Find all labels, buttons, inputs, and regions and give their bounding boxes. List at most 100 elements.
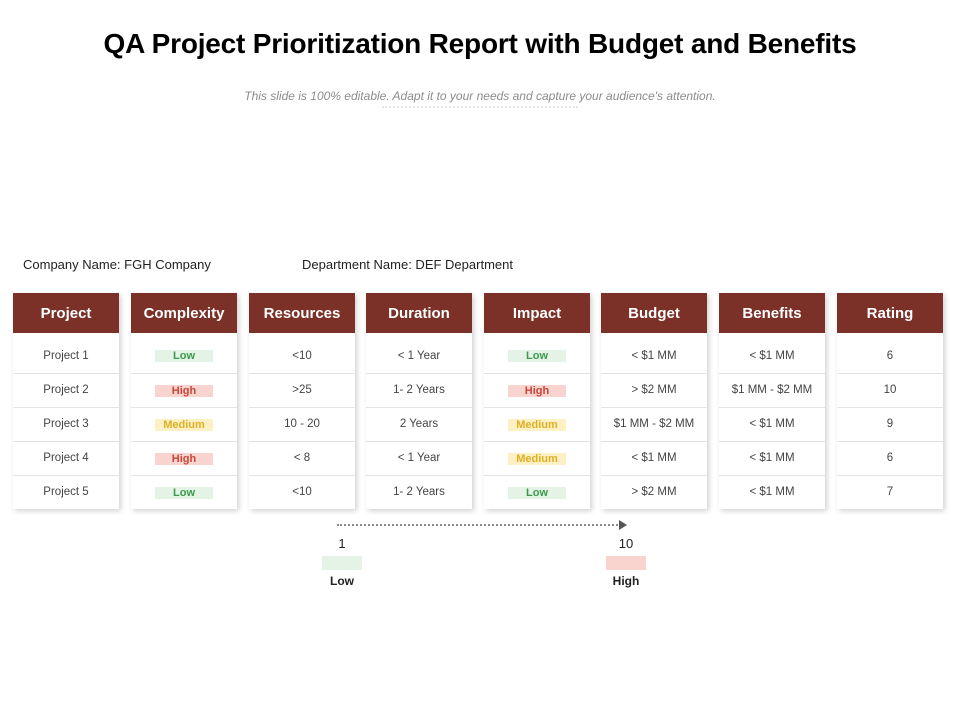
table-cell: Medium	[131, 407, 237, 441]
table-cell: < $1 MM	[719, 407, 825, 441]
level-badge: High	[155, 452, 213, 465]
column-complexity: Complexity Low High Medium High Low	[131, 293, 237, 509]
level-badge: Medium	[508, 452, 566, 465]
cell-text: 10	[883, 384, 897, 396]
column-project: Project Project 1 Project 2 Project 3 Projec…	[13, 293, 119, 509]
table-cell: Project 5	[13, 475, 119, 509]
cell-text: 2 Years	[399, 418, 439, 430]
cell-text: >25	[292, 384, 312, 396]
scale-min-label: Low	[330, 574, 354, 588]
column-resources: Resources <10 >25 10 - 20 < 8 <10	[249, 293, 355, 509]
column-duration: Duration < 1 Year 1- 2 Years 2 Years < 1 Yea…	[366, 293, 472, 509]
level-badge: Medium	[508, 418, 566, 431]
cell-text: Project 4	[43, 452, 89, 464]
scale-line	[337, 524, 621, 526]
level-badge: Medium	[155, 418, 213, 431]
level-badge: Low	[155, 350, 213, 362]
table-cell: Low	[131, 339, 237, 373]
table-cell: Low	[131, 475, 237, 509]
column-header: Benefits	[719, 293, 825, 333]
table-cell: Medium	[484, 441, 590, 475]
cell-text: > $2 MM	[631, 486, 677, 498]
table-cell: $1 MM - $2 MM	[601, 407, 707, 441]
cell-text: 7	[886, 486, 894, 498]
cell-text: Project 1	[43, 349, 89, 362]
table-cell: >25	[249, 373, 355, 407]
page-title: QA Project Prioritization Report with Bu…	[103, 28, 857, 59]
scale-max-value: 10	[618, 536, 634, 551]
table-cell: 9	[837, 407, 943, 441]
scale-arrow-icon	[619, 520, 627, 530]
cell-text: < $1 MM	[749, 452, 795, 464]
cell-text: < $1 MM	[749, 418, 795, 430]
column-budget: Budget < $1 MM > $2 MM $1 MM - $2 MM < $1 MM…	[601, 293, 707, 509]
column-header: Impact	[484, 293, 590, 333]
table-cell: 10	[837, 373, 943, 407]
cell-text: > $2 MM	[631, 384, 677, 396]
cell-text: < $1 MM	[631, 349, 677, 362]
table-cell: 10 - 20	[249, 407, 355, 441]
cell-text: Project 2	[43, 384, 89, 396]
subtitle-divider	[382, 106, 578, 108]
cell-text: 6	[886, 452, 894, 464]
table-cell: High	[131, 373, 237, 407]
cell-text: < 1 Year	[397, 349, 441, 362]
level-badge: Low	[508, 350, 566, 362]
scale-low-swatch	[322, 556, 362, 570]
table-cell: < 8	[249, 441, 355, 475]
table-cell: > $2 MM	[601, 475, 707, 509]
table-cell: Project 3	[13, 407, 119, 441]
table-cell: 7	[837, 475, 943, 509]
department-name: Department Name: DEF Department	[302, 257, 513, 272]
level-badge: Low	[155, 486, 213, 499]
cell-text: 6	[886, 349, 894, 362]
company-name: Company Name: FGH Company	[23, 257, 211, 272]
cell-text: < 8	[293, 452, 311, 464]
table-cell: 6	[837, 339, 943, 373]
cell-text: 1- 2 Years	[393, 384, 445, 396]
table-cell: Project 2	[13, 373, 119, 407]
level-badge: High	[508, 384, 566, 397]
column-header: Project	[13, 293, 119, 333]
cell-text: < $1 MM	[631, 452, 677, 464]
table-cell: < $1 MM	[719, 441, 825, 475]
table-cell: > $2 MM	[601, 373, 707, 407]
cell-text: <10	[292, 349, 312, 362]
cell-text: $1 MM - $2 MM	[613, 418, 695, 430]
column-header: Resources	[249, 293, 355, 333]
scale-min-value: 1	[338, 536, 346, 551]
column-header: Rating	[837, 293, 943, 333]
cell-text: < $1 MM	[749, 349, 795, 362]
level-badge: Low	[508, 486, 566, 499]
table-cell: < 1 Year	[366, 339, 472, 373]
table-cell: < $1 MM	[601, 339, 707, 373]
cell-text: $1 MM - $2 MM	[731, 384, 813, 396]
table-cell: $1 MM - $2 MM	[719, 373, 825, 407]
table-cell: High	[131, 441, 237, 475]
cell-text: 1- 2 Years	[393, 486, 445, 498]
table-cell: 1- 2 Years	[366, 373, 472, 407]
table-cell: <10	[249, 339, 355, 373]
table-cell: <10	[249, 475, 355, 509]
column-header: Complexity	[131, 293, 237, 333]
scale-max-label: High	[612, 574, 640, 588]
table-cell: 6	[837, 441, 943, 475]
table-cell: 2 Years	[366, 407, 472, 441]
column-benefits: Benefits < $1 MM $1 MM - $2 MM < $1 MM < $1 …	[719, 293, 825, 509]
cell-text: 10 - 20	[284, 418, 320, 430]
table-cell: High	[484, 373, 590, 407]
level-badge: High	[155, 384, 213, 397]
scale-high-swatch	[606, 556, 646, 570]
cell-text: Project 3	[43, 418, 89, 430]
cell-text: < 1 Year	[397, 452, 441, 464]
table-cell: Project 1	[13, 339, 119, 373]
table-cell: < $1 MM	[719, 339, 825, 373]
cell-text: 9	[886, 418, 894, 430]
column-header: Budget	[601, 293, 707, 333]
table-cell: < $1 MM	[601, 441, 707, 475]
column-rating: Rating 6 10 9 6 7	[837, 293, 943, 509]
table-cell: 1- 2 Years	[366, 475, 472, 509]
table-cell: Project 4	[13, 441, 119, 475]
table-cell: < 1 Year	[366, 441, 472, 475]
table-cell: < $1 MM	[719, 475, 825, 509]
